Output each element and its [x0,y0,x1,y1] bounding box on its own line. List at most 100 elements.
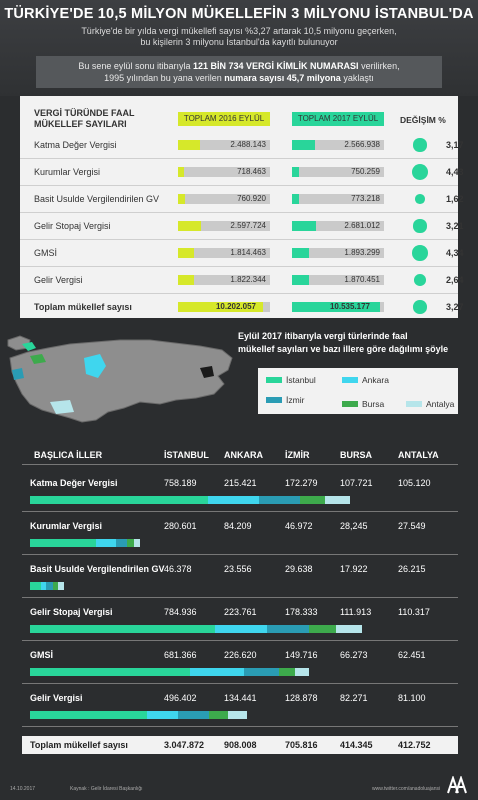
total-label: Toplam mükellef sayısı [30,740,128,750]
bar-fill [178,167,185,177]
col-izmir: İZMİR [285,450,310,460]
bar-value: 2.681.012 [344,221,380,230]
bar-fill [292,248,309,258]
bar-fill [292,140,315,150]
city-value: 758.189 [164,478,197,488]
bar-2017: 750.259 [292,167,384,177]
stack-segment [335,625,362,633]
bar-value: 1.814.463 [230,248,266,257]
bar-2016: 1.822.344 [178,275,270,285]
change-dot [414,274,426,286]
city-stacked-bar [30,625,362,633]
stack-segment [243,668,279,676]
stack-segment [178,711,209,719]
change-dot [413,300,427,314]
change-dot [412,164,428,180]
bar-2017: 2.566.938 [292,140,384,150]
city-value: 29.638 [285,564,313,574]
stack-segment [208,711,229,719]
bar-2017: 10.535.177 [292,302,384,312]
bar-value: 750.259 [351,167,380,176]
total-value: 705.816 [285,740,318,750]
city-stacked-bar [30,668,310,676]
stack-segment [30,582,41,590]
change-value: 1,62 [446,194,464,204]
tax-type-label: Kurumlar Vergisi [34,167,101,177]
info-text: verilirken, [361,61,400,71]
total-value: 414.345 [340,740,373,750]
col-antalya: ANTALYA [398,450,439,460]
bar-fill [178,302,264,312]
city-value: 681.366 [164,650,197,660]
legend-2017: TOPLAM 2017 EYLÜL [292,112,384,126]
tax-row: Toplam mükellef sayısı 10.202.057 10.535.1… [20,294,464,320]
city-value: 84.209 [224,521,252,531]
total-value: 412.752 [398,740,431,750]
footer-url: www.twitter.com/anadoluajansi [372,786,441,792]
divider [22,511,458,512]
city-value: 110.317 [398,607,430,617]
tax-type-label: Gelir Vergisi [34,275,83,285]
bar-2016: 1.814.463 [178,248,270,258]
turkey-outline [9,339,233,423]
bar-value: 760.920 [237,194,266,203]
total-value: 908.008 [224,740,257,750]
tax-row: Gelir Vergisi 1.822.344 1.870.451 2,64 [20,267,464,294]
change-value: 4,34 [446,248,464,258]
stack-segment [259,496,300,504]
legend-swatch-istanbul [266,377,282,383]
tax-type-label: Toplam mükellef sayısı [34,302,132,312]
legend-2016: TOPLAM 2016 EYLÜL [178,112,270,126]
stack-segment [96,539,116,547]
stack-segment [30,625,215,633]
bar-fill [178,140,201,150]
ankara-region [84,354,106,378]
change-value: 3,17 [446,140,464,150]
info-text: yaklaştı [343,73,374,83]
tax-row: Gelir Stopaj Vergisi 2.597.724 2.681.012 3,… [20,213,464,240]
stack-segment [267,625,310,633]
stack-segment [294,668,310,676]
city-stacked-bar [30,539,141,547]
legend-swatch-bursa [342,401,358,407]
bar-value: 1.822.344 [230,275,266,284]
city-row-label: Katma Değer Vergisi [30,478,118,488]
bar-2016: 2.488.143 [178,140,270,150]
stack-segment [325,496,350,504]
divider [22,464,458,465]
change-value: 3,27 [446,302,464,312]
bursa-region [30,354,46,364]
turkey-map [7,335,233,423]
city-value: 172.279 [285,478,318,488]
city-value: 23.556 [224,564,252,574]
change-dot [413,138,427,152]
stack-segment [133,539,141,547]
bar-fill [292,302,381,312]
city-value: 223.761 [224,607,257,617]
bar-2017: 1.893.299 [292,248,384,258]
stack-segment [30,539,97,547]
stack-segment [299,496,326,504]
city-value: 134.441 [224,693,257,703]
bar-value: 1.893.299 [344,248,380,257]
bar-value: 773.218 [351,194,380,203]
city-stacked-bar [30,711,248,719]
footer-source: Kaynak : Gelir İdaresi Başkanlığı [70,786,143,792]
page-title: TÜRKİYE'DE 10,5 MİLYON MÜKELLEFİN 3 MİLY… [4,6,474,22]
bar-value: 2.597.724 [230,221,266,230]
city-value: 178.333 [285,607,318,617]
bar-fill [178,275,195,285]
legend-ankara: Ankara [362,375,389,385]
city-value: 62.451 [398,650,426,660]
tax-row: Kurumlar Vergisi 718.463 750.259 4,43 [20,159,464,186]
divider [22,640,458,641]
footer-date: 14.10.2017 [10,786,36,792]
bar-fill [292,167,299,177]
stack-segment [57,582,64,590]
info-text: 1995 yılından bu yana verilen [104,73,222,83]
bar-2016: 10.202.057 [178,302,270,312]
change-value: 2,64 [446,275,464,285]
city-stacked-bar [30,496,350,504]
city-value: 81.100 [398,693,426,703]
stack-segment [126,539,134,547]
